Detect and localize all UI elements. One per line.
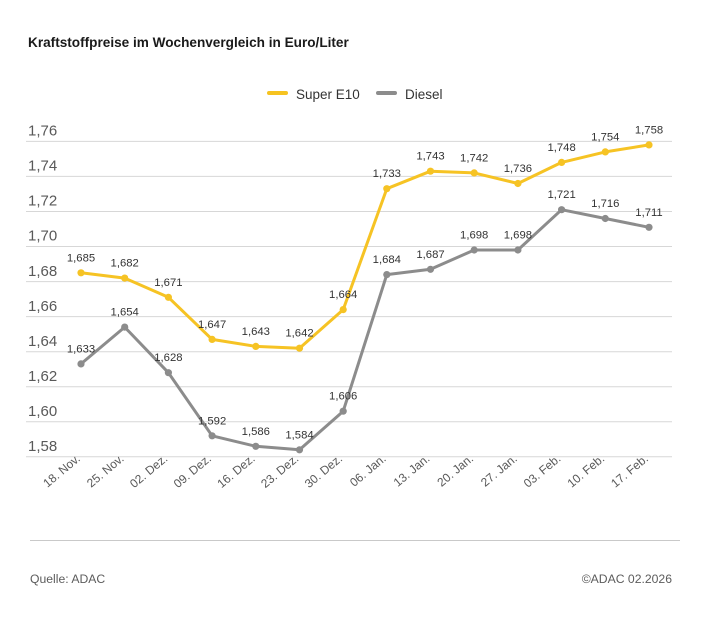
svg-text:1,743: 1,743 (416, 151, 444, 163)
svg-text:1,711: 1,711 (635, 207, 662, 219)
svg-text:1,698: 1,698 (504, 230, 532, 242)
svg-text:1,682: 1,682 (111, 258, 139, 270)
svg-text:1,64: 1,64 (28, 333, 57, 350)
svg-text:1,748: 1,748 (547, 142, 575, 154)
svg-text:1,72: 1,72 (28, 193, 57, 210)
svg-text:1,742: 1,742 (460, 152, 488, 164)
svg-text:1,628: 1,628 (154, 352, 182, 364)
svg-text:1,643: 1,643 (242, 326, 270, 338)
svg-text:1,716: 1,716 (591, 198, 619, 210)
svg-text:1,754: 1,754 (591, 131, 619, 143)
svg-text:1,733: 1,733 (373, 168, 401, 180)
svg-text:1,586: 1,586 (242, 426, 270, 438)
svg-text:1,584: 1,584 (285, 429, 313, 441)
svg-text:1,687: 1,687 (416, 249, 444, 261)
svg-text:1,62: 1,62 (28, 368, 57, 385)
svg-text:1,684: 1,684 (373, 254, 401, 266)
svg-text:1,74: 1,74 (28, 158, 57, 175)
svg-text:1,592: 1,592 (198, 415, 226, 427)
svg-text:1,685: 1,685 (67, 252, 95, 264)
svg-text:1,671: 1,671 (154, 277, 182, 289)
svg-text:1,60: 1,60 (28, 403, 57, 420)
svg-text:1,758: 1,758 (635, 124, 663, 136)
svg-text:1,606: 1,606 (329, 391, 357, 403)
svg-text:1,76: 1,76 (28, 123, 57, 140)
svg-text:1,633: 1,633 (67, 343, 95, 355)
svg-text:1,58: 1,58 (28, 438, 57, 455)
svg-text:1,654: 1,654 (111, 307, 139, 319)
svg-text:1,66: 1,66 (28, 298, 57, 315)
svg-text:1,68: 1,68 (28, 263, 57, 280)
svg-text:1,721: 1,721 (547, 189, 575, 201)
svg-text:1,642: 1,642 (285, 328, 313, 340)
svg-text:1,736: 1,736 (504, 163, 532, 175)
svg-text:1,698: 1,698 (460, 230, 488, 242)
svg-text:1,70: 1,70 (28, 228, 57, 245)
svg-text:1,664: 1,664 (329, 289, 357, 301)
svg-text:1,647: 1,647 (198, 319, 226, 331)
